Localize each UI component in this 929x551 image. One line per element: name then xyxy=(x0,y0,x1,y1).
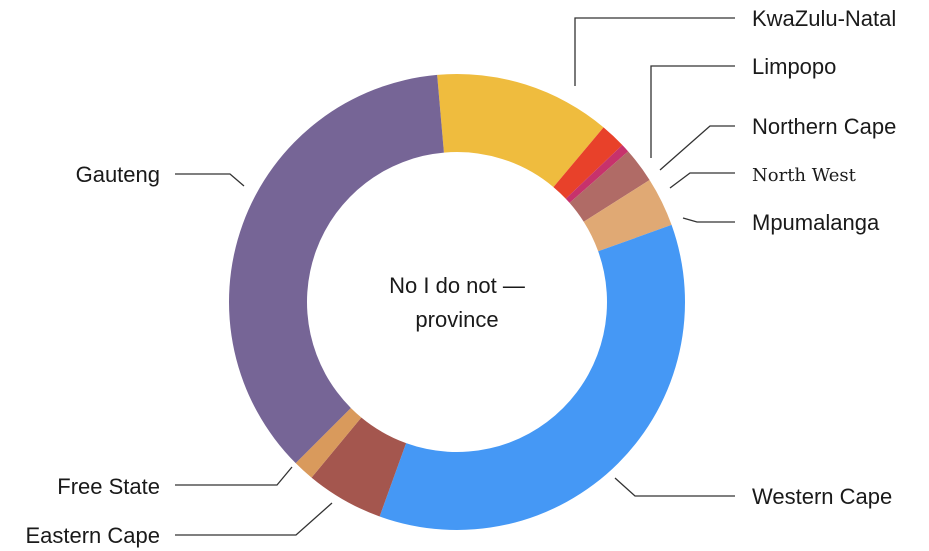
label-mpumalanga: Mpumalanga xyxy=(752,210,880,235)
slice-labels: KwaZulu-Natal Limpopo Northern Cape Nort… xyxy=(25,6,896,548)
label-limpopo: Limpopo xyxy=(752,54,836,79)
center-label: No I do not — province xyxy=(389,273,525,332)
leader-line-limpopo xyxy=(650,65,735,158)
label-western-cape: Western Cape xyxy=(752,484,892,509)
slice-north-west xyxy=(569,151,650,222)
slice-northern-cape xyxy=(565,144,629,203)
slice-free-state xyxy=(295,407,362,478)
slice-gauteng xyxy=(229,74,444,464)
leader-line-gauteng xyxy=(175,173,245,187)
slices xyxy=(229,73,686,531)
center-label-line-1: No I do not — xyxy=(389,273,525,298)
center-label-line-2: province xyxy=(415,307,498,332)
leader-line-eastern-cape xyxy=(175,502,333,536)
slice-mpumalanga xyxy=(583,179,672,252)
leader-line-mpumalanga xyxy=(682,217,735,223)
leader-line-free-state xyxy=(175,466,293,486)
label-free-state: Free State xyxy=(57,474,160,499)
slice-limpopo xyxy=(553,127,623,199)
label-north-west: North West xyxy=(752,165,857,186)
leader-line-western-cape xyxy=(614,477,735,497)
leader-line-kwazulu-natal xyxy=(574,17,735,86)
slice-eastern-cape xyxy=(311,417,407,517)
leader-line-north-west xyxy=(669,172,735,189)
label-gauteng: Gauteng xyxy=(76,162,160,187)
slice-western-cape xyxy=(379,224,686,531)
label-kwazulu-natal: KwaZulu-Natal xyxy=(752,6,896,31)
label-northern-cape: Northern Cape xyxy=(752,114,896,139)
label-eastern-cape: Eastern Cape xyxy=(25,523,160,548)
slice-kwazulu-natal xyxy=(437,73,604,188)
leader-lines xyxy=(175,17,735,536)
leader-line-northern-cape xyxy=(659,125,735,171)
